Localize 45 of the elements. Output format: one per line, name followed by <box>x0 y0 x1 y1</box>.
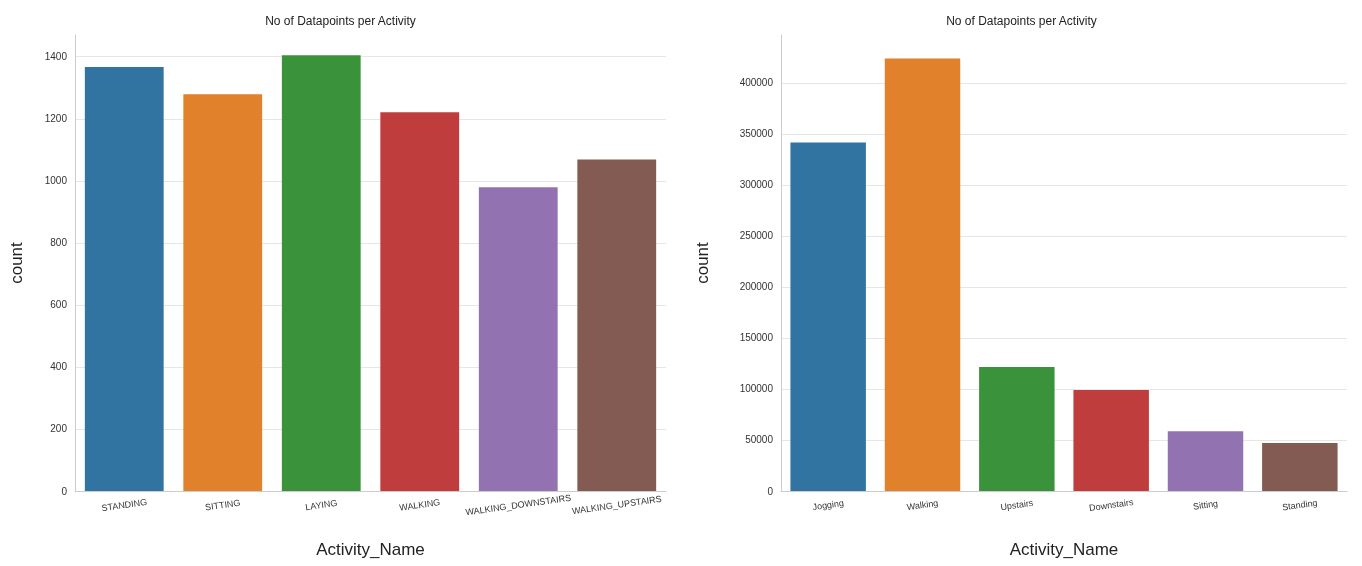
x-tick-label: Upstairs <box>999 497 1035 513</box>
bar <box>1073 390 1149 491</box>
y-tick-label: 1000 <box>44 175 68 187</box>
y-tick-label: 400000 <box>739 77 774 89</box>
y-tick-label: 200000 <box>739 281 774 293</box>
y-tick-label: 0 <box>61 485 68 497</box>
y-tick-label: 1400 <box>44 51 68 63</box>
bar <box>577 159 657 491</box>
bar <box>884 58 961 491</box>
bar <box>790 142 866 491</box>
chart-title: No of Datapoints per Activity <box>265 14 416 28</box>
bar <box>183 94 263 491</box>
y-tick-label: 200 <box>50 423 68 435</box>
y-tick-label: 50000 <box>745 434 774 446</box>
y-axis-title: count <box>7 241 26 284</box>
bar <box>1167 431 1244 491</box>
y-tick-label: 100000 <box>739 383 774 395</box>
y-tick-label: 600 <box>50 299 68 311</box>
bar <box>84 66 164 491</box>
x-axis-title: Activity_Name <box>316 540 425 559</box>
y-tick-label: 1200 <box>44 113 68 125</box>
y-axis-title: count <box>693 241 712 284</box>
x-axis-title: Activity_Name <box>1009 540 1119 559</box>
x-tick-label: Downstairs <box>1088 496 1135 514</box>
y-tick-label: 300000 <box>739 179 774 191</box>
chart-title: No of Datapoints per Activity <box>946 14 1097 28</box>
y-tick-label: 400 <box>50 361 68 373</box>
x-tick-label: STANDING <box>100 496 148 514</box>
y-tick-label: 0 <box>767 485 774 497</box>
x-tick-label: LAYING <box>304 497 338 513</box>
y-tick-label: 150000 <box>739 332 774 344</box>
x-tick-label: Sitting <box>1192 498 1219 512</box>
x-tick-label: Jogging <box>811 497 845 513</box>
x-tick-label: SITTING <box>204 497 241 513</box>
x-tick-label: WALKING <box>398 497 441 513</box>
y-tick-label: 350000 <box>739 128 774 140</box>
bar <box>380 112 460 491</box>
bar <box>478 187 558 491</box>
y-tick-label: 800 <box>50 237 68 249</box>
bar <box>979 367 1055 491</box>
bar <box>1262 443 1338 491</box>
y-tick-label: 250000 <box>739 230 774 242</box>
x-tick-label: Walking <box>906 497 939 513</box>
x-tick-label: Standing <box>1281 497 1319 513</box>
bar <box>281 55 361 491</box>
